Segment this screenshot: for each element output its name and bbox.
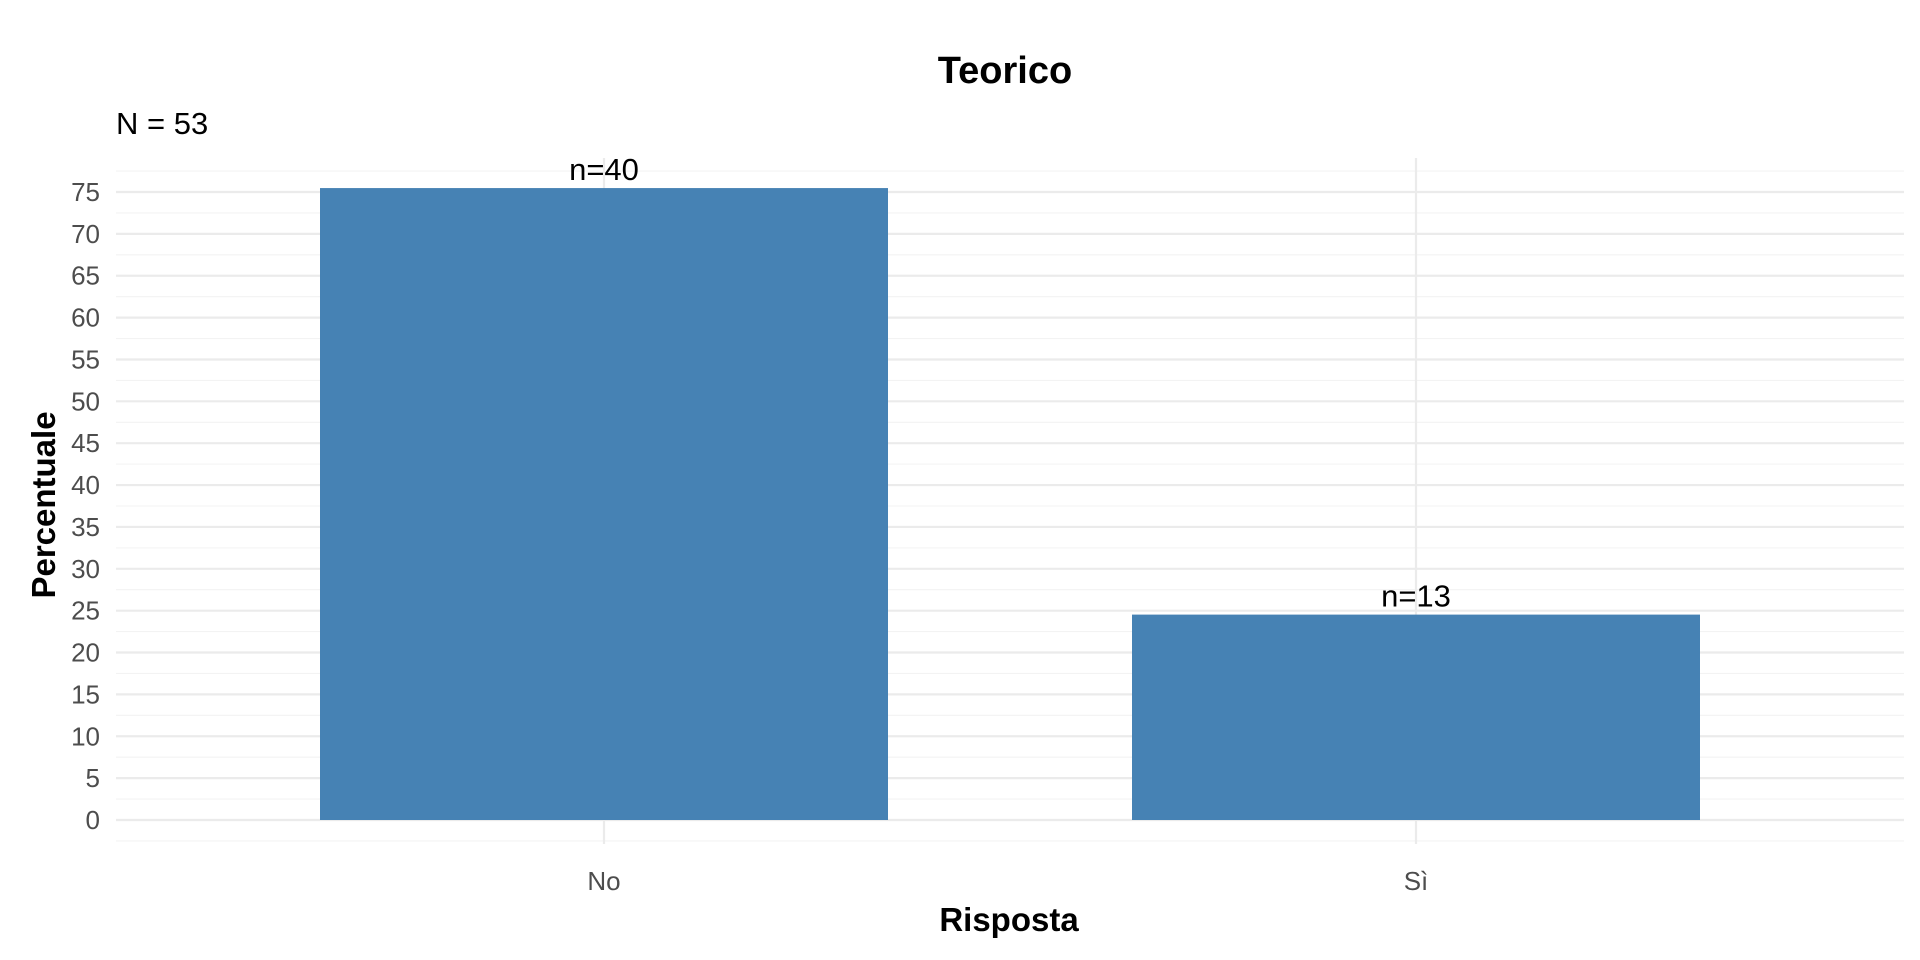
x-tick-label: No <box>587 866 620 896</box>
y-tick-label: 35 <box>71 512 100 542</box>
y-tick-label: 45 <box>71 428 100 458</box>
chart-title: Teorico <box>938 50 1072 92</box>
y-tick-label: 25 <box>71 596 100 626</box>
y-tick-label: 0 <box>86 805 100 835</box>
y-axis-title: Percentuale <box>25 411 62 598</box>
y-tick-label: 10 <box>71 721 100 751</box>
y-tick-label: 5 <box>86 763 100 793</box>
x-axis-ticks: No Sì <box>587 866 1428 896</box>
y-tick-label: 70 <box>71 219 100 249</box>
bars <box>320 188 1700 821</box>
bar-labels: n=40 n=13 <box>569 152 1451 614</box>
y-tick-label: 30 <box>71 554 100 584</box>
y-tick-label: 60 <box>71 303 100 333</box>
x-axis-title: Risposta <box>939 901 1079 938</box>
y-tick-label: 40 <box>71 470 100 500</box>
y-tick-label: 65 <box>71 261 100 291</box>
y-tick-label: 20 <box>71 638 100 668</box>
y-tick-label: 50 <box>71 386 100 416</box>
y-tick-label: 75 <box>71 177 100 207</box>
y-tick-label: 15 <box>71 679 100 709</box>
chart-subtitle: N = 53 <box>116 106 208 141</box>
bar-label: n=40 <box>569 152 639 187</box>
bar-label: n=13 <box>1381 579 1451 614</box>
x-tick-label: Sì <box>1404 866 1429 896</box>
y-axis-ticks: 0 5 10 15 20 25 30 35 40 45 50 55 60 65 70 75 <box>71 177 100 835</box>
bar-s <box>1132 614 1700 820</box>
bar-no <box>320 188 888 821</box>
y-tick-label: 55 <box>71 344 100 374</box>
